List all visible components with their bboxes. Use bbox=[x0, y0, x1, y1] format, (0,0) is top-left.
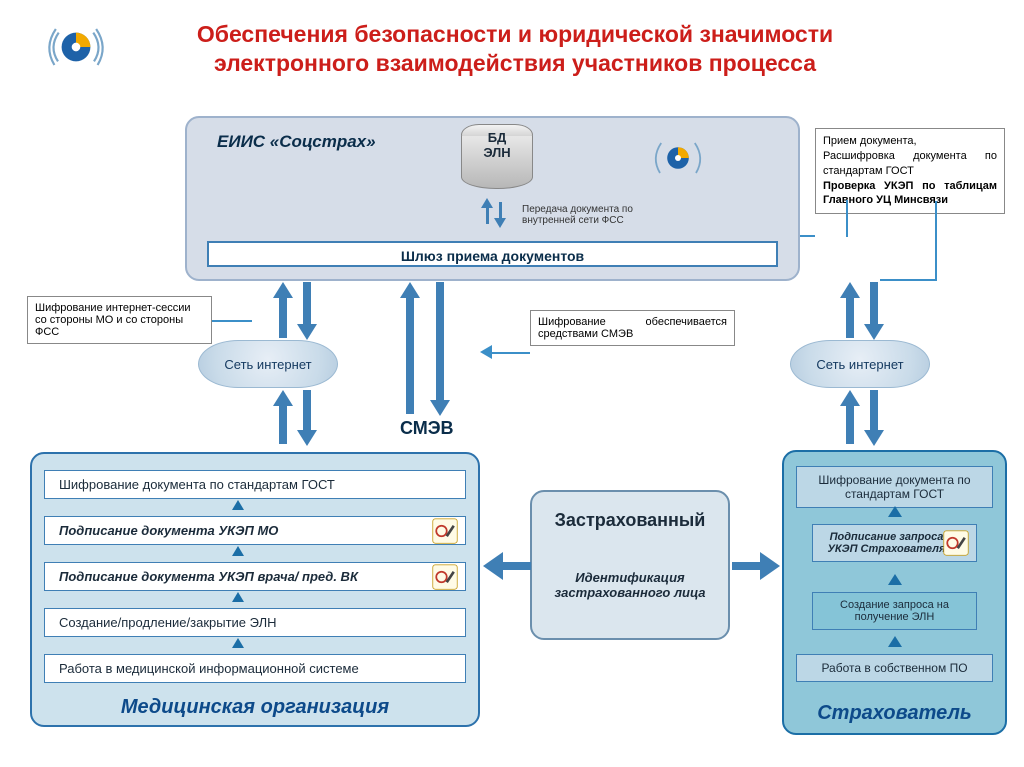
db-icon: БДЭЛН bbox=[462, 124, 532, 194]
eiic-caption: ЕИИС «Соцстрах» bbox=[217, 132, 376, 152]
panel-insurer: Шифрование документа по стандартам ГОСТ … bbox=[782, 450, 1007, 735]
mo-step-2: Подписание документа УКЭП врача/ пред. В… bbox=[44, 562, 466, 591]
insured-title: Застрахованный bbox=[532, 510, 728, 531]
panel-med-org: Шифрование документа по стандартам ГОСТ … bbox=[30, 452, 480, 727]
smev-note: Шифрование обеспечивается средствами СМЭ… bbox=[530, 310, 735, 346]
db-transfer-note: Передача документа по внутренней сети ФС… bbox=[522, 204, 672, 226]
mo-title: Медицинская организация bbox=[32, 696, 478, 719]
stamp-icon bbox=[431, 563, 459, 591]
mo-step-4: Работа в медицинской информационной сист… bbox=[44, 654, 466, 683]
updown-smev bbox=[400, 282, 460, 417]
mo-step-3: Создание/продление/закрытие ЭЛН bbox=[44, 608, 466, 637]
stamp-icon bbox=[431, 517, 459, 545]
panel-insured: Застрахованный Идентификация застрахован… bbox=[530, 490, 730, 640]
panel-eiic: ЕИИС «Соцстрах» БДЭЛН Передача докуме bbox=[185, 116, 800, 281]
ins-step-0: Шифрование документа по стандартам ГОСТ bbox=[796, 466, 993, 508]
logo-top-left bbox=[40, 18, 112, 76]
mo-step-0: Шифрование документа по стандартам ГОСТ bbox=[44, 470, 466, 499]
gateway-bar: Шлюз приема документов bbox=[207, 241, 778, 267]
ins-step-3: Работа в собственном ПО bbox=[796, 654, 993, 682]
db-arrows bbox=[485, 198, 509, 230]
ins-step-2: Создание запроса на получение ЭЛН bbox=[812, 592, 977, 630]
smev-label: СМЭВ bbox=[400, 418, 454, 439]
ins-title: Страхователь bbox=[784, 702, 1005, 725]
top-right-note: Прием документа, Расшифровка документа п… bbox=[815, 128, 1005, 214]
page-title: Обеспечения безопасности и юридической з… bbox=[120, 20, 910, 78]
updown-right bbox=[842, 282, 892, 442]
note-connector bbox=[800, 235, 815, 237]
insured-subtitle: Идентификация застрахованного лица bbox=[542, 570, 718, 600]
left-session-note: Шифрование интернет-сессии со стороны МО… bbox=[27, 296, 212, 344]
mo-step-1: Подписание документа УКЭП МО bbox=[44, 516, 466, 545]
title-line2: электронного взаимодействия участников п… bbox=[214, 50, 816, 76]
updown-left bbox=[275, 282, 325, 442]
stamp-icon bbox=[942, 529, 970, 557]
title-line1: Обеспечения безопасности и юридической з… bbox=[197, 21, 833, 47]
logo-in-panel bbox=[648, 134, 708, 182]
ins-step-1: Подписание запроса УКЭП Страхователя bbox=[812, 524, 977, 562]
